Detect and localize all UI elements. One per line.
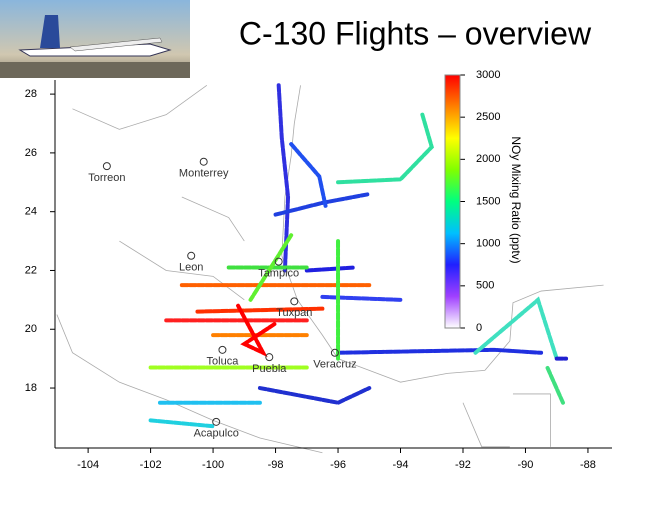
city-label: Torreon [88,172,125,184]
colorbar-tick-label: 500 [476,280,494,292]
colorbar-tick-label: 1500 [476,195,500,207]
flight-track [276,83,291,273]
x-tick-label: -104 [77,459,99,471]
flight-track [148,418,216,429]
y-tick-label: 24 [25,206,37,218]
city-marker [330,348,339,357]
y-tick-label: 18 [25,382,37,394]
x-tick-label: -92 [455,459,471,471]
x-tick-label: -100 [202,459,224,471]
y-tick-label: 28 [25,88,37,100]
x-tick-label: -98 [268,459,284,471]
flight-track [257,386,372,405]
x-tick-label: -90 [518,459,534,471]
x-tick-label: -96 [330,459,346,471]
colorbar-tick-label: 0 [476,322,482,334]
flight-track [336,112,434,185]
city-marker [212,417,221,426]
aircraft-photo [0,0,190,78]
flight-track [336,347,544,355]
flight-track [545,365,565,405]
flight-track [473,296,559,361]
city-label: Acapulco [194,428,239,440]
flight-track [236,303,278,358]
colorbar [444,74,461,329]
flight-track [289,142,328,208]
slide-title: C-130 Flights – overview [239,15,592,51]
city-label: Veracruz [313,359,356,371]
city-label: Leon [179,262,203,274]
city-label: Puebla [252,363,287,375]
flight-track [304,265,356,273]
city-label: Toluca [207,356,240,368]
city-marker [290,297,299,306]
y-tick-label: 20 [25,323,37,335]
flight-track [320,294,403,302]
city-marker [187,251,196,260]
y-tick-label: 26 [25,147,37,159]
city-marker [265,353,274,362]
x-tick-label: -88 [580,459,596,471]
city-label: Monterrey [179,168,229,180]
colorbar-label: NOy Mixing Ratio (pptv) [509,136,523,263]
flight-track [248,233,294,302]
city-marker [274,257,283,266]
city-marker [218,345,227,354]
city-marker [199,157,208,166]
colorbar-tick-label: 2500 [476,111,500,123]
city-label: Tuxpan [276,307,312,319]
city-label: Tampico [258,268,299,280]
y-tick-label: 22 [25,264,37,276]
colorbar-tick-label: 2000 [476,153,500,165]
x-tick-label: -94 [393,459,409,471]
city-marker [102,162,111,171]
colorbar-tick-label: 3000 [476,69,500,81]
x-tick-label: -102 [140,459,162,471]
flight-track [273,192,372,217]
colorbar-tick-label: 1000 [476,238,500,250]
flight-track [195,306,325,314]
